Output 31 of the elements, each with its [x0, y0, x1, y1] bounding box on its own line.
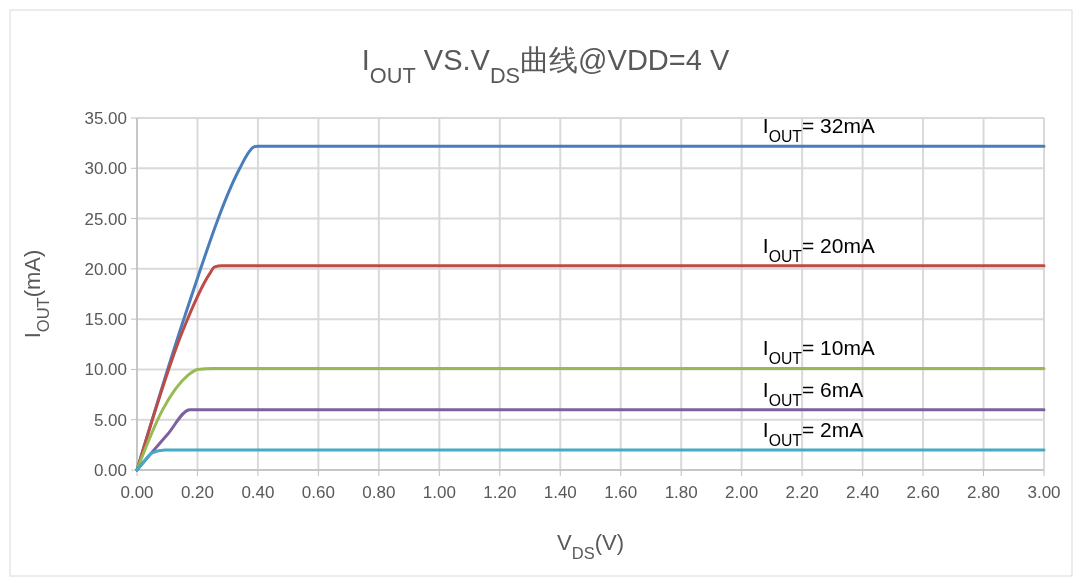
- y-tick-label: 30.00: [84, 159, 127, 179]
- x-tick-label: 2.20: [785, 483, 819, 502]
- series-label: I$_{OUT}$= 20mA: [762, 233, 875, 265]
- y-tick-label: 0.00: [93, 460, 127, 480]
- x-tick-label: 0.00: [120, 483, 154, 502]
- x-tick-label: 0.60: [301, 483, 335, 502]
- x-tick-label: 1.60: [604, 483, 638, 502]
- series-label: I$_{OUT}$= 2mA: [762, 417, 864, 449]
- y-tick-label: 15.00: [84, 310, 127, 330]
- series-label: I$_{OUT}$= 32mA: [762, 114, 875, 145]
- x-tick-label: 1.20: [483, 483, 517, 502]
- x-tick-label: 1.00: [422, 483, 456, 502]
- x-tick-label: 2.40: [846, 483, 880, 502]
- chart-title: I$_{OUT}$ VS.V$_{DS}$曲线@VDD=4 V: [361, 44, 730, 88]
- x-tick-label: 2.00: [725, 483, 759, 502]
- x-tick-label: 0.20: [180, 483, 215, 502]
- x-tick-label: 2.60: [906, 483, 940, 502]
- x-axis-title: V$_{DS}$(V): [557, 530, 624, 562]
- y-tick-label: 35.00: [84, 108, 127, 128]
- x-tick-label: 2.80: [966, 483, 1001, 502]
- x-tick-label: 1.40: [543, 483, 577, 502]
- series-label: I$_{OUT}$= 10mA: [762, 336, 875, 367]
- y-tick-label: 25.00: [84, 209, 127, 229]
- y-tick-label: 20.00: [84, 259, 127, 279]
- x-tick-label: 0.40: [241, 483, 275, 502]
- x-tick-label: 3.00: [1027, 483, 1061, 502]
- x-tick-label: 0.80: [362, 483, 396, 502]
- x-tick-label: 1.80: [664, 483, 698, 502]
- y-tick-label: 5.00: [93, 410, 127, 430]
- series-label: I$_{OUT}$= 6mA: [762, 377, 864, 409]
- y-tick-label: 10.00: [84, 360, 127, 380]
